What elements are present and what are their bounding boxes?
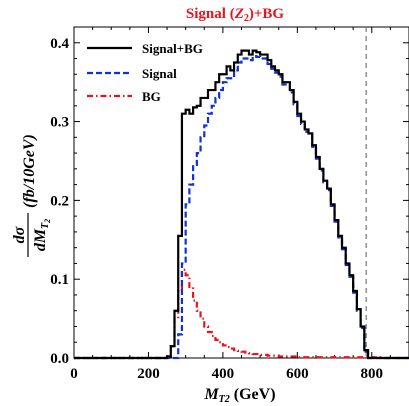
y-tick-label: 0.2 — [50, 193, 69, 209]
x-axis-label-sub: T2 — [219, 394, 230, 405]
title-z: Z — [234, 6, 244, 22]
y-tick-label: 0.4 — [50, 36, 69, 52]
y-axis-label-den-subsub: 2 — [43, 219, 52, 224]
x-tick-label: 800 — [361, 366, 384, 382]
legend-label: BG — [142, 89, 161, 104]
x-tick-label: 200 — [137, 366, 160, 382]
y-axis-ticks: 0.0 0.1 0.2 0.3 0.4 — [50, 36, 409, 367]
series-signal-bg-line — [74, 49, 409, 360]
y-axis-label-unit: (fb/10GeV) — [21, 134, 38, 208]
x-axis-label-m: M — [203, 386, 219, 403]
y-tick-label: 0.1 — [50, 272, 69, 288]
series-group — [74, 49, 409, 360]
legend-label: Signal — [142, 66, 177, 81]
y-axis-label: dσ dMT2 (fb/10GeV) — [11, 134, 52, 257]
y-tick-label: 0.3 — [50, 115, 69, 131]
y-axis-label-den-pre: dM — [32, 228, 49, 251]
x-tick-label: 400 — [212, 366, 235, 382]
series-bg-line — [74, 268, 409, 360]
chart-title: Signal (Z2)+BG — [186, 6, 284, 24]
y-axis-label-num: dσ — [11, 226, 28, 243]
x-tick-label: 0 — [70, 366, 78, 382]
x-axis-label: MT2 (GeV) — [203, 386, 275, 405]
x-tick-label: 600 — [286, 366, 309, 382]
series-signal-line — [74, 55, 409, 360]
y-axis-label-den-sub: T — [40, 222, 51, 229]
x-axis-ticks: 0 200 400 600 800 — [70, 27, 409, 382]
title-post: )+BG — [249, 6, 285, 22]
y-tick-label: 0.0 — [50, 351, 69, 367]
x-axis-label-unit: (GeV) — [230, 386, 276, 403]
title-z-sub: 2 — [244, 13, 249, 24]
title-pre: Signal ( — [186, 6, 235, 22]
legend: Signal+BG Signal BG — [87, 41, 203, 104]
y-axis-label-den: dMT2 — [32, 219, 52, 251]
legend-label: Signal+BG — [142, 41, 203, 56]
